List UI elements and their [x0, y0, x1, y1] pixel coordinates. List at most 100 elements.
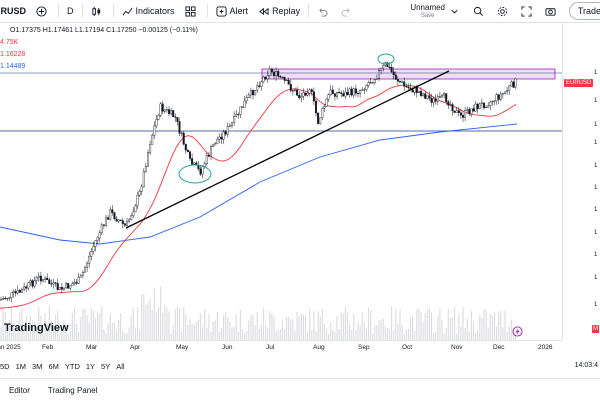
- volume-bar: [17, 327, 19, 340]
- volume-bar: [514, 332, 517, 340]
- volume-bar: [468, 331, 470, 340]
- ma-fast-readout: 1.16228: [0, 51, 26, 58]
- high-marker-ellipse[interactable]: [377, 53, 395, 65]
- candle-body: [443, 93, 446, 96]
- candle-body: [346, 91, 349, 95]
- volume-bar: [29, 315, 31, 340]
- lightning-icon[interactable]: [512, 326, 523, 337]
- range-all[interactable]: All: [116, 361, 125, 371]
- price-axis[interactable]: EURUSD: [562, 22, 600, 340]
- candle-body: [184, 143, 187, 151]
- candle-body: [75, 282, 78, 284]
- layout-name-button[interactable]: Unnamed Save: [405, 0, 468, 22]
- price-label: 1: [594, 98, 598, 104]
- candle-body: [163, 109, 166, 112]
- volume-bar: [86, 315, 88, 340]
- candle-body: [369, 82, 372, 84]
- time-axis[interactable]: Jan 2025 Feb Mar Apr May Jun Jul Aug Sep Oct Nov De…: [0, 340, 562, 355]
- add-symbol-button[interactable]: [31, 0, 55, 22]
- volume-bar: [88, 322, 90, 340]
- volume-bar: [176, 306, 178, 340]
- candle-body: [83, 267, 86, 273]
- indicators-button[interactable]: Indicators: [117, 0, 180, 22]
- candle-body: [249, 90, 252, 96]
- volume-bar: [319, 316, 321, 340]
- volume-bar: [508, 326, 510, 340]
- candle-body: [415, 87, 418, 94]
- trade-button[interactable]: Trade: [568, 2, 600, 20]
- volume-bar: [309, 308, 311, 340]
- candle-body: [497, 94, 500, 100]
- alert-button[interactable]: Alert: [211, 0, 254, 22]
- candle-body: [199, 168, 202, 175]
- interval-button[interactable]: D: [62, 0, 79, 22]
- volume-bar: [271, 312, 273, 340]
- candle-body: [113, 212, 116, 219]
- resistance-zone[interactable]: [261, 68, 556, 80]
- volume-bar: [187, 324, 189, 340]
- replay-button[interactable]: Replay: [253, 0, 305, 22]
- templates-button[interactable]: [180, 0, 204, 22]
- undo-button[interactable]: [312, 0, 336, 22]
- volume-bar: [80, 317, 82, 340]
- volume-bar: [25, 315, 27, 340]
- range-ytd[interactable]: YTD: [64, 361, 80, 371]
- range-5y[interactable]: 5Y: [101, 361, 111, 371]
- trend-line[interactable]: [125, 70, 450, 229]
- candle-body: [233, 115, 236, 123]
- candle-body: [485, 106, 488, 108]
- tab-trading-panel[interactable]: Trading Panel: [47, 385, 98, 395]
- candle-body: [94, 240, 97, 247]
- volume-bar: [485, 310, 487, 340]
- candle-body: [300, 96, 303, 99]
- volume-bar: [260, 324, 262, 340]
- volume-bar: [265, 325, 267, 340]
- candle-body: [474, 103, 477, 112]
- candle-body: [25, 286, 28, 289]
- volume-bar: [8, 320, 10, 340]
- time-label: Jun: [222, 344, 233, 351]
- range-5d[interactable]: 5D: [0, 361, 10, 371]
- range-3m[interactable]: 3M: [32, 361, 43, 371]
- candle-body: [514, 78, 517, 88]
- redo-button[interactable]: [336, 0, 360, 22]
- volume-bar: [307, 332, 309, 340]
- price-label: 1: [594, 163, 598, 169]
- candle-body: [392, 71, 395, 76]
- low-marker-ellipse[interactable]: [178, 164, 212, 184]
- volume-bar: [491, 315, 493, 340]
- time-label: Jan 2025: [0, 344, 21, 351]
- symbol-search[interactable]: EURUSD: [0, 0, 31, 22]
- volume-bar: [52, 326, 55, 340]
- volume-bar: [391, 306, 393, 340]
- volume-bar: [73, 307, 76, 340]
- tab-editor[interactable]: Editor: [9, 385, 30, 395]
- candle-body: [247, 94, 250, 98]
- volume-bar: [67, 333, 69, 340]
- price-chart[interactable]: [0, 22, 562, 340]
- volume-bar: [483, 308, 485, 340]
- candle-body: [501, 93, 504, 95]
- candle-body: [71, 283, 74, 287]
- range-6m[interactable]: 6M: [48, 361, 59, 371]
- candle-body: [279, 76, 282, 78]
- layout-title: Unnamed: [410, 2, 445, 12]
- candle-body: [251, 90, 254, 96]
- search-button[interactable]: [468, 0, 492, 22]
- volume-readout: 4.75K: [0, 39, 19, 46]
- range-1y[interactable]: 1Y: [85, 361, 96, 371]
- candle-body: [151, 134, 154, 145]
- candle-body: [407, 86, 410, 89]
- candle-body: [451, 104, 454, 112]
- candle-body: [12, 291, 15, 294]
- range-1m[interactable]: 1M: [15, 361, 27, 371]
- bottom-panel-tabs: Editor Trading Panel: [0, 378, 600, 401]
- volume-bar: [199, 313, 202, 340]
- chart-type-button[interactable]: [86, 0, 110, 22]
- fullscreen-button[interactable]: [516, 0, 540, 22]
- price-label: 1: [594, 302, 598, 308]
- volume-bar: [412, 316, 414, 340]
- volume-bar: [336, 316, 338, 340]
- settings-button[interactable]: [492, 0, 516, 22]
- snapshot-button[interactable]: [540, 0, 564, 22]
